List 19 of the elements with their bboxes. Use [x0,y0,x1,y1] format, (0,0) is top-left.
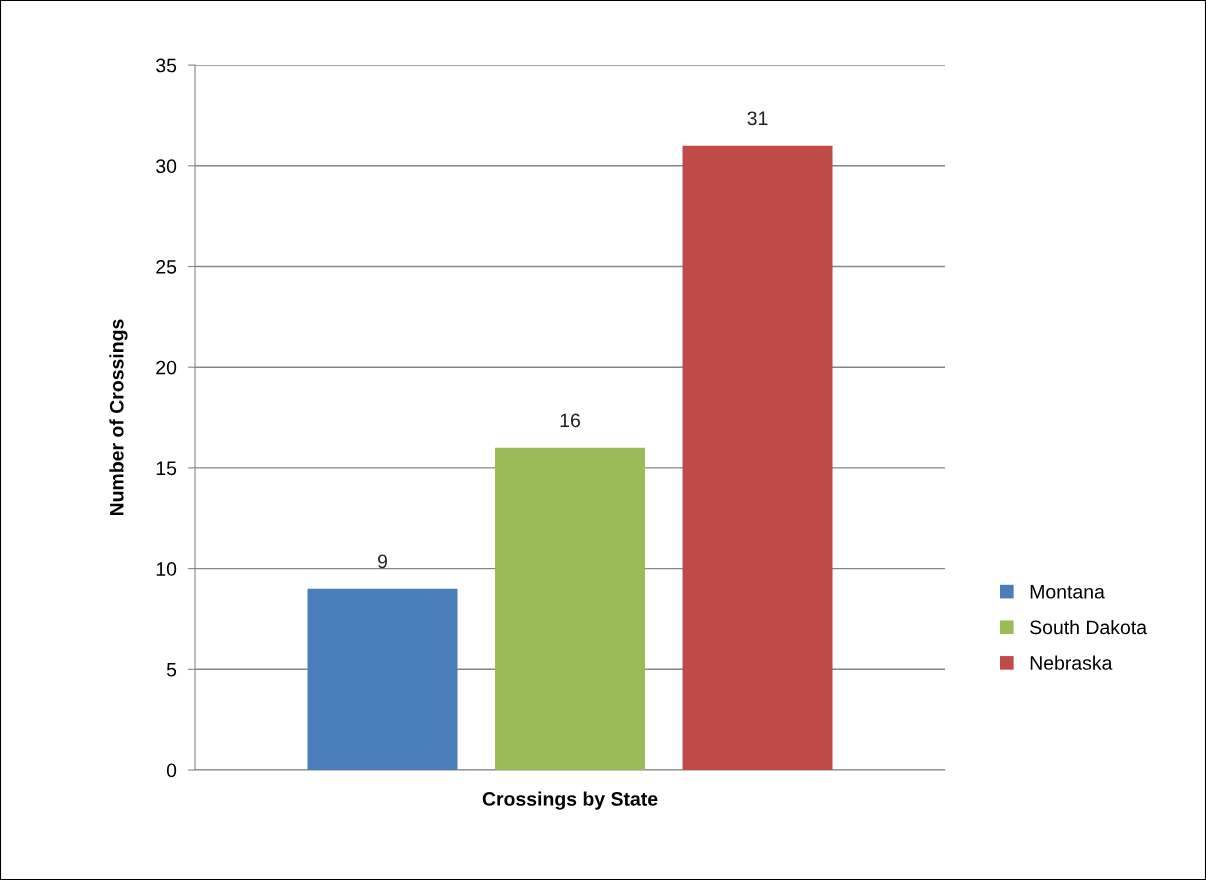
legend-label: Nebraska [1030,655,1113,670]
bar [307,588,458,770]
data-label: 31 [747,111,768,126]
data-label: 9 [378,554,387,569]
y-tick-label: 25 [156,259,177,274]
x-axis-title: Crossings by State [482,791,658,810]
legend-label: Montana [1030,585,1105,599]
y-tick-label: 20 [156,360,177,375]
y-tick-label: 10 [156,562,177,576]
y-tick-label: 15 [156,461,177,476]
y-axis-title: Number of Crossings [109,319,128,516]
bar [495,447,646,770]
y-tick-label: 35 [156,58,177,73]
data-label: 16 [560,413,580,428]
bar [682,145,833,770]
y-tick-label: 5 [166,662,177,677]
y-tick-label: 0 [166,763,177,778]
legend-label: South Dakota [1030,619,1148,635]
y-tick-label: 30 [156,159,177,174]
